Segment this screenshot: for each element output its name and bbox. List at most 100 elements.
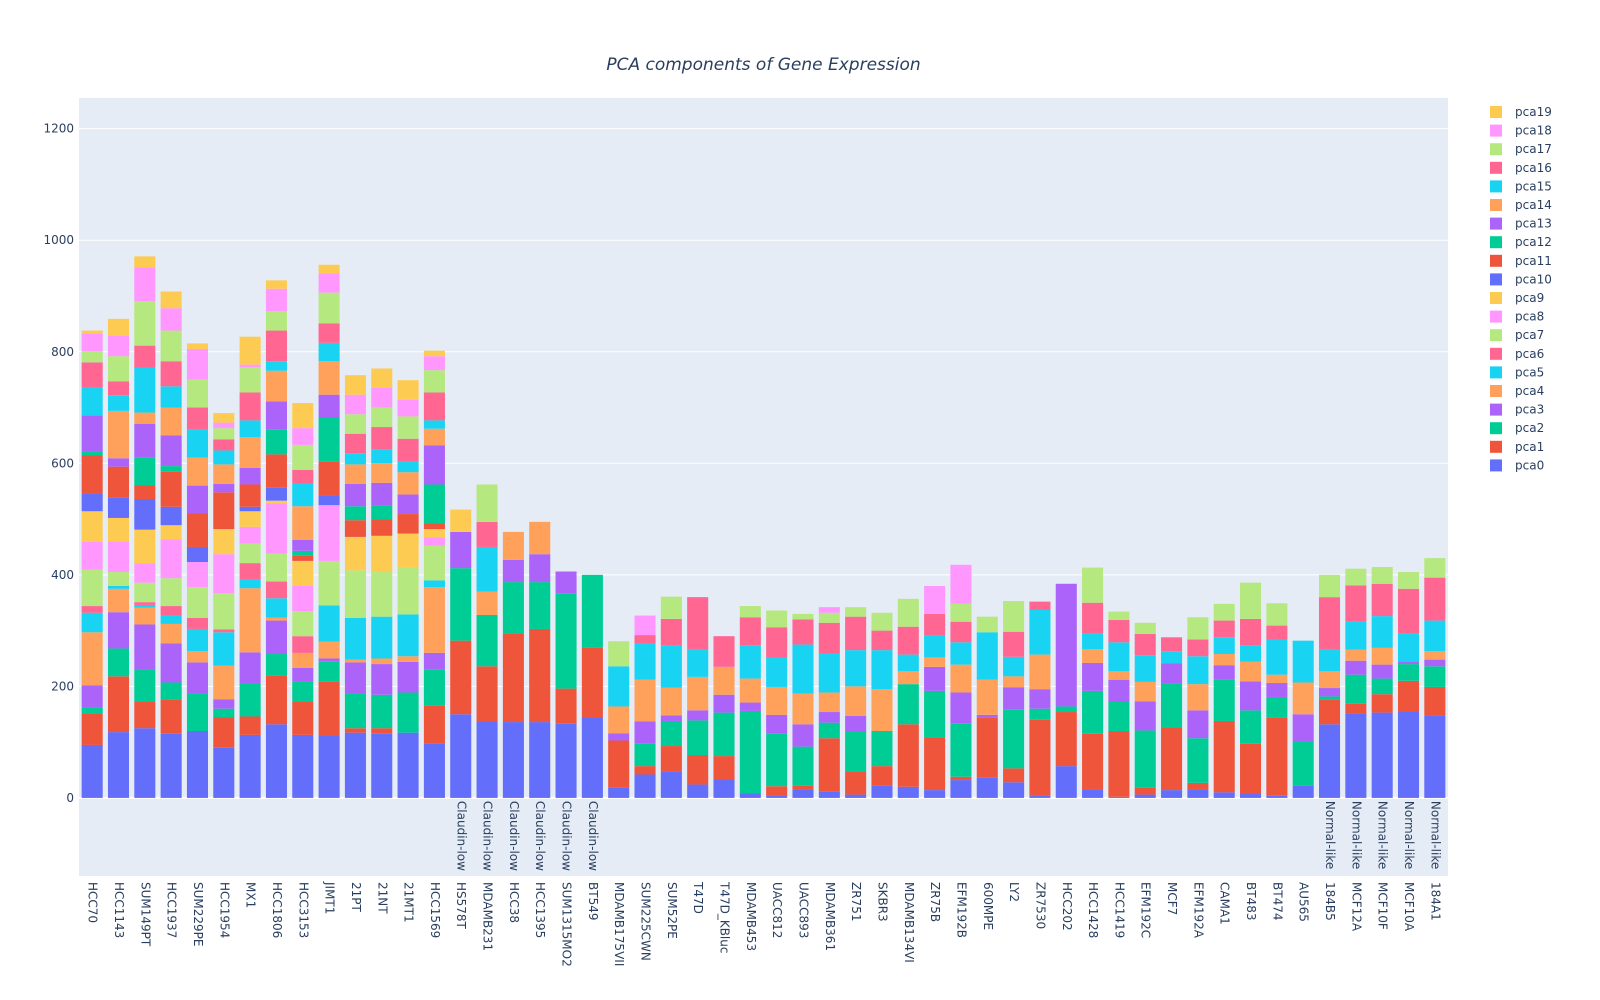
- x-tick-label: LY2: [1007, 882, 1021, 902]
- bar-segment-pca2-HCC70: [81, 707, 103, 714]
- bar-segment-pca2-SUM225CWN: [634, 743, 656, 767]
- legend-item-pca16[interactable]: pca16: [1490, 161, 1552, 175]
- bar-segment-pca1-HCC1937: [160, 699, 182, 734]
- bar-segment-pca4-HCC1806: [265, 617, 287, 621]
- bar-segment-pca3-MDAMB175VII: [608, 733, 630, 741]
- bar-segment-pca17-SUM229PE: [186, 379, 209, 408]
- bar-segment-pca13-21NT: [371, 482, 393, 506]
- x-tick-label: MDAMB453: [744, 882, 758, 951]
- legend-item-pca14[interactable]: pca14: [1490, 198, 1552, 212]
- bar-segment-pca3-BT474: [1266, 683, 1288, 697]
- bar-segment-pca7-MCF10F: [1371, 567, 1393, 584]
- bar-segment-pca3-HCC1419: [1108, 679, 1130, 702]
- bar-segment-pca5-184B5: [1318, 649, 1341, 672]
- bar-segment-pca12-HCC1569: [423, 484, 445, 524]
- bar-segment-pca15-21NT: [371, 449, 393, 464]
- bar-segment-pca14-21MT1: [397, 472, 419, 495]
- bar-segment-pca5-HCC1419: [1108, 642, 1130, 672]
- y-tick-label: 200: [51, 679, 74, 693]
- x-tick-label: BT474: [1270, 882, 1284, 920]
- bar-segment-pca6-MDAMB231: [476, 521, 498, 547]
- legend-item-pca3[interactable]: pca3: [1490, 403, 1544, 417]
- bar-segment-pca7-21PT: [344, 570, 366, 618]
- bar-segment-pca4-21MT1: [397, 656, 419, 662]
- legend[interactable]: pca19 pca18 pca17 pca16 pca15 pca14 pca13 pca12…: [1490, 105, 1552, 472]
- legend-item-pca10[interactable]: pca10: [1490, 272, 1552, 286]
- legend-label: pca17: [1515, 142, 1552, 156]
- bar-segment-pca5-UACC893: [792, 644, 814, 694]
- legend-item-pca8[interactable]: pca8: [1490, 310, 1544, 324]
- bar-segment-pca3-CAMA1: [1213, 665, 1235, 680]
- legend-item-pca7[interactable]: pca7: [1490, 328, 1544, 342]
- legend-label: pca1: [1515, 440, 1544, 454]
- x-tick-label: ZR751: [849, 882, 863, 921]
- subtype-label: Claudin-low: [560, 801, 574, 871]
- bar-segment-pca0-HCC70: [81, 744, 103, 798]
- bar-segment-pca2-HCC1419: [1108, 701, 1130, 731]
- legend-label: pca7: [1515, 328, 1544, 342]
- bar-segment-pca19-HCC1937: [160, 291, 182, 309]
- legend-label: pca5: [1515, 365, 1544, 379]
- bar-segment-pca14-JIMT1: [318, 361, 340, 395]
- bar-segment-pca5-CAMA1: [1213, 637, 1235, 655]
- bar-segment-pca7-BT474: [1266, 603, 1288, 626]
- bar-segment-pca2-SUM149PT: [134, 669, 156, 702]
- x-tick-label: 21NT: [375, 882, 389, 914]
- bar-segment-pca3-HCC1143: [107, 612, 130, 649]
- bar-segment-pca3-21MT1: [397, 661, 419, 693]
- legend-item-pca17[interactable]: pca17: [1490, 142, 1552, 156]
- bar-segment-pca5-HCC1143: [107, 585, 130, 589]
- bar-segment-pca19-SUM149PT: [134, 256, 156, 268]
- bar-segment-pca4-HCC38: [502, 531, 524, 560]
- bar-segment-pca13-JIMT1: [318, 394, 340, 418]
- bar-segment-pca1-HCC1419: [1108, 730, 1130, 797]
- bar-segment-pca0-ZR751: [845, 794, 867, 798]
- y-tick-label: 400: [51, 568, 74, 582]
- bar-segment-pca6-SUM229PE: [186, 617, 209, 629]
- bar-segment-pca6-HCC70: [81, 606, 103, 613]
- bar-segment-pca8-HCC1937: [160, 539, 182, 579]
- bar-segment-pca7-MCF12A: [1345, 568, 1367, 586]
- bar-segment-pca0-T47D_KBluc: [713, 779, 735, 798]
- bar-segment-pca4-HCC3153: [292, 652, 314, 668]
- legend-item-pca1[interactable]: pca1: [1490, 440, 1544, 454]
- legend-item-pca19[interactable]: pca19: [1490, 105, 1552, 119]
- legend-item-pca0[interactable]: pca0: [1490, 458, 1544, 472]
- legend-label: pca19: [1515, 105, 1552, 119]
- legend-item-pca11[interactable]: pca11: [1490, 254, 1552, 268]
- x-tick-label: MCF12A: [1349, 882, 1363, 932]
- bar-segment-pca9-21PT: [344, 536, 366, 571]
- bar-segment-pca1-UACC812: [766, 786, 788, 796]
- bar-segment-pca6-T47D_KBluc: [713, 636, 735, 667]
- bar-segment-pca3-HCC38: [502, 559, 524, 583]
- bar-segment-pca14-SUM149PT: [134, 412, 156, 424]
- bar-segment-pca7-MCF10A: [1397, 572, 1420, 589]
- legend-item-pca13[interactable]: pca13: [1490, 217, 1552, 231]
- bar-segment-pca11-HCC1954: [213, 492, 235, 530]
- bar-segment-pca0-SKBR3: [871, 785, 893, 798]
- bar-segment-pca7-HCC1419: [1108, 611, 1130, 621]
- bar-segment-pca4-CAMA1: [1213, 654, 1235, 666]
- bar-segment-pca12-HCC1937: [160, 466, 182, 472]
- x-tick-label: SUM1315MO2: [560, 882, 574, 967]
- legend-item-pca6[interactable]: pca6: [1490, 347, 1544, 361]
- legend-item-pca15[interactable]: pca15: [1490, 179, 1552, 193]
- bar-segment-pca7-UACC893: [792, 613, 814, 620]
- bar-segment-pca3-SUM225CWN: [634, 721, 656, 744]
- legend-item-pca5[interactable]: pca5: [1490, 365, 1544, 379]
- legend-item-pca12[interactable]: pca12: [1490, 235, 1552, 249]
- legend-item-pca9[interactable]: pca9: [1490, 291, 1544, 305]
- bar-segment-pca1-LY2: [1003, 768, 1025, 783]
- bar-segment-pca11-HCC3153: [292, 555, 314, 561]
- legend-item-pca18[interactable]: pca18: [1490, 124, 1552, 138]
- legend-item-pca2[interactable]: pca2: [1490, 421, 1544, 435]
- legend-label: pca0: [1515, 458, 1544, 472]
- bar-segment-pca4-MDAMB231: [476, 591, 498, 615]
- legend-item-pca4[interactable]: pca4: [1490, 384, 1544, 398]
- bar-segment-pca19-HCC1569: [423, 350, 445, 357]
- legend-swatch: [1490, 422, 1502, 435]
- bar-segment-pca18-HCC1569: [423, 356, 445, 371]
- bar-segment-pca11-21MT1: [397, 514, 419, 534]
- bar-segment-pca3-HS578T: [450, 531, 472, 569]
- legend-label: pca3: [1515, 403, 1544, 417]
